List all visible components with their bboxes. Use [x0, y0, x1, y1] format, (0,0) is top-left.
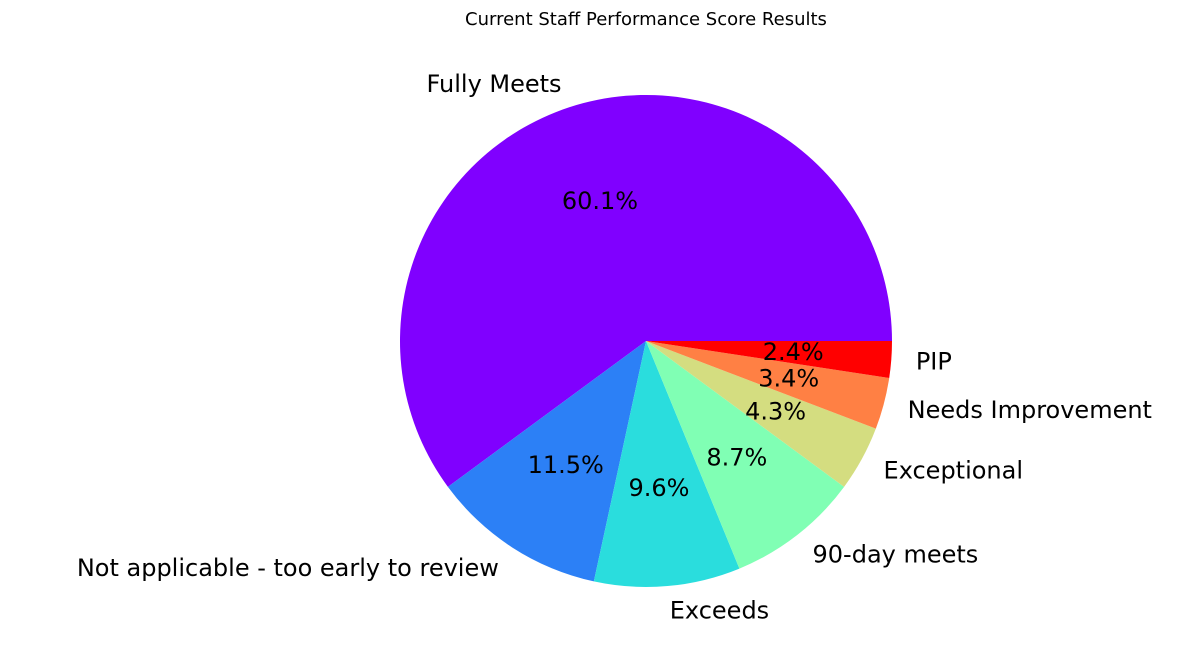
slice-label-fully-meets: Fully Meets	[427, 70, 562, 98]
pct-label-needs-improvement: 3.4%	[758, 365, 819, 393]
pie-slices	[399, 94, 892, 587]
pie-slice-90-day-meets	[646, 341, 845, 569]
pie-slice-needs-improvement	[646, 341, 890, 429]
slice-labels: Fully Meets Not applicable - too early to…	[77, 70, 1152, 625]
pie-slice-fully-meets	[399, 94, 892, 487]
pie-slice-pip	[646, 341, 892, 378]
pct-label-pip: 2.4%	[763, 338, 824, 366]
slice-label-not-applicable-too-early-to-review: Not applicable - too early to review	[77, 554, 499, 582]
chart-title: Current Staff Performance Score Results	[465, 9, 827, 30]
slice-label-exceptional: Exceptional	[884, 457, 1024, 485]
pct-label-exceeds: 9.6%	[628, 474, 689, 502]
slice-label-90-day-meets: 90-day meets	[813, 540, 979, 568]
pct-label-fully-meets: 60.1%	[562, 187, 638, 215]
slice-label-pip: PIP	[916, 347, 952, 375]
pie-slice-not-applicable-too-early-to-review	[447, 341, 646, 582]
slice-label-exceeds: Exceeds	[670, 597, 769, 625]
pie-slice-exceptional	[646, 341, 876, 487]
pct-label-90-day-meets: 8.7%	[706, 443, 767, 471]
slice-label-needs-improvement: Needs Improvement	[908, 396, 1152, 424]
pct-label-exceptional: 4.3%	[745, 398, 806, 426]
pie-slice-exceeds	[593, 341, 740, 587]
percentage-labels: 60.1% 11.5% 9.6% 8.7% 4.3% 3.4%2.4%	[528, 187, 824, 502]
pct-label-not-applicable-too-early-to-review: 11.5%	[528, 451, 604, 479]
